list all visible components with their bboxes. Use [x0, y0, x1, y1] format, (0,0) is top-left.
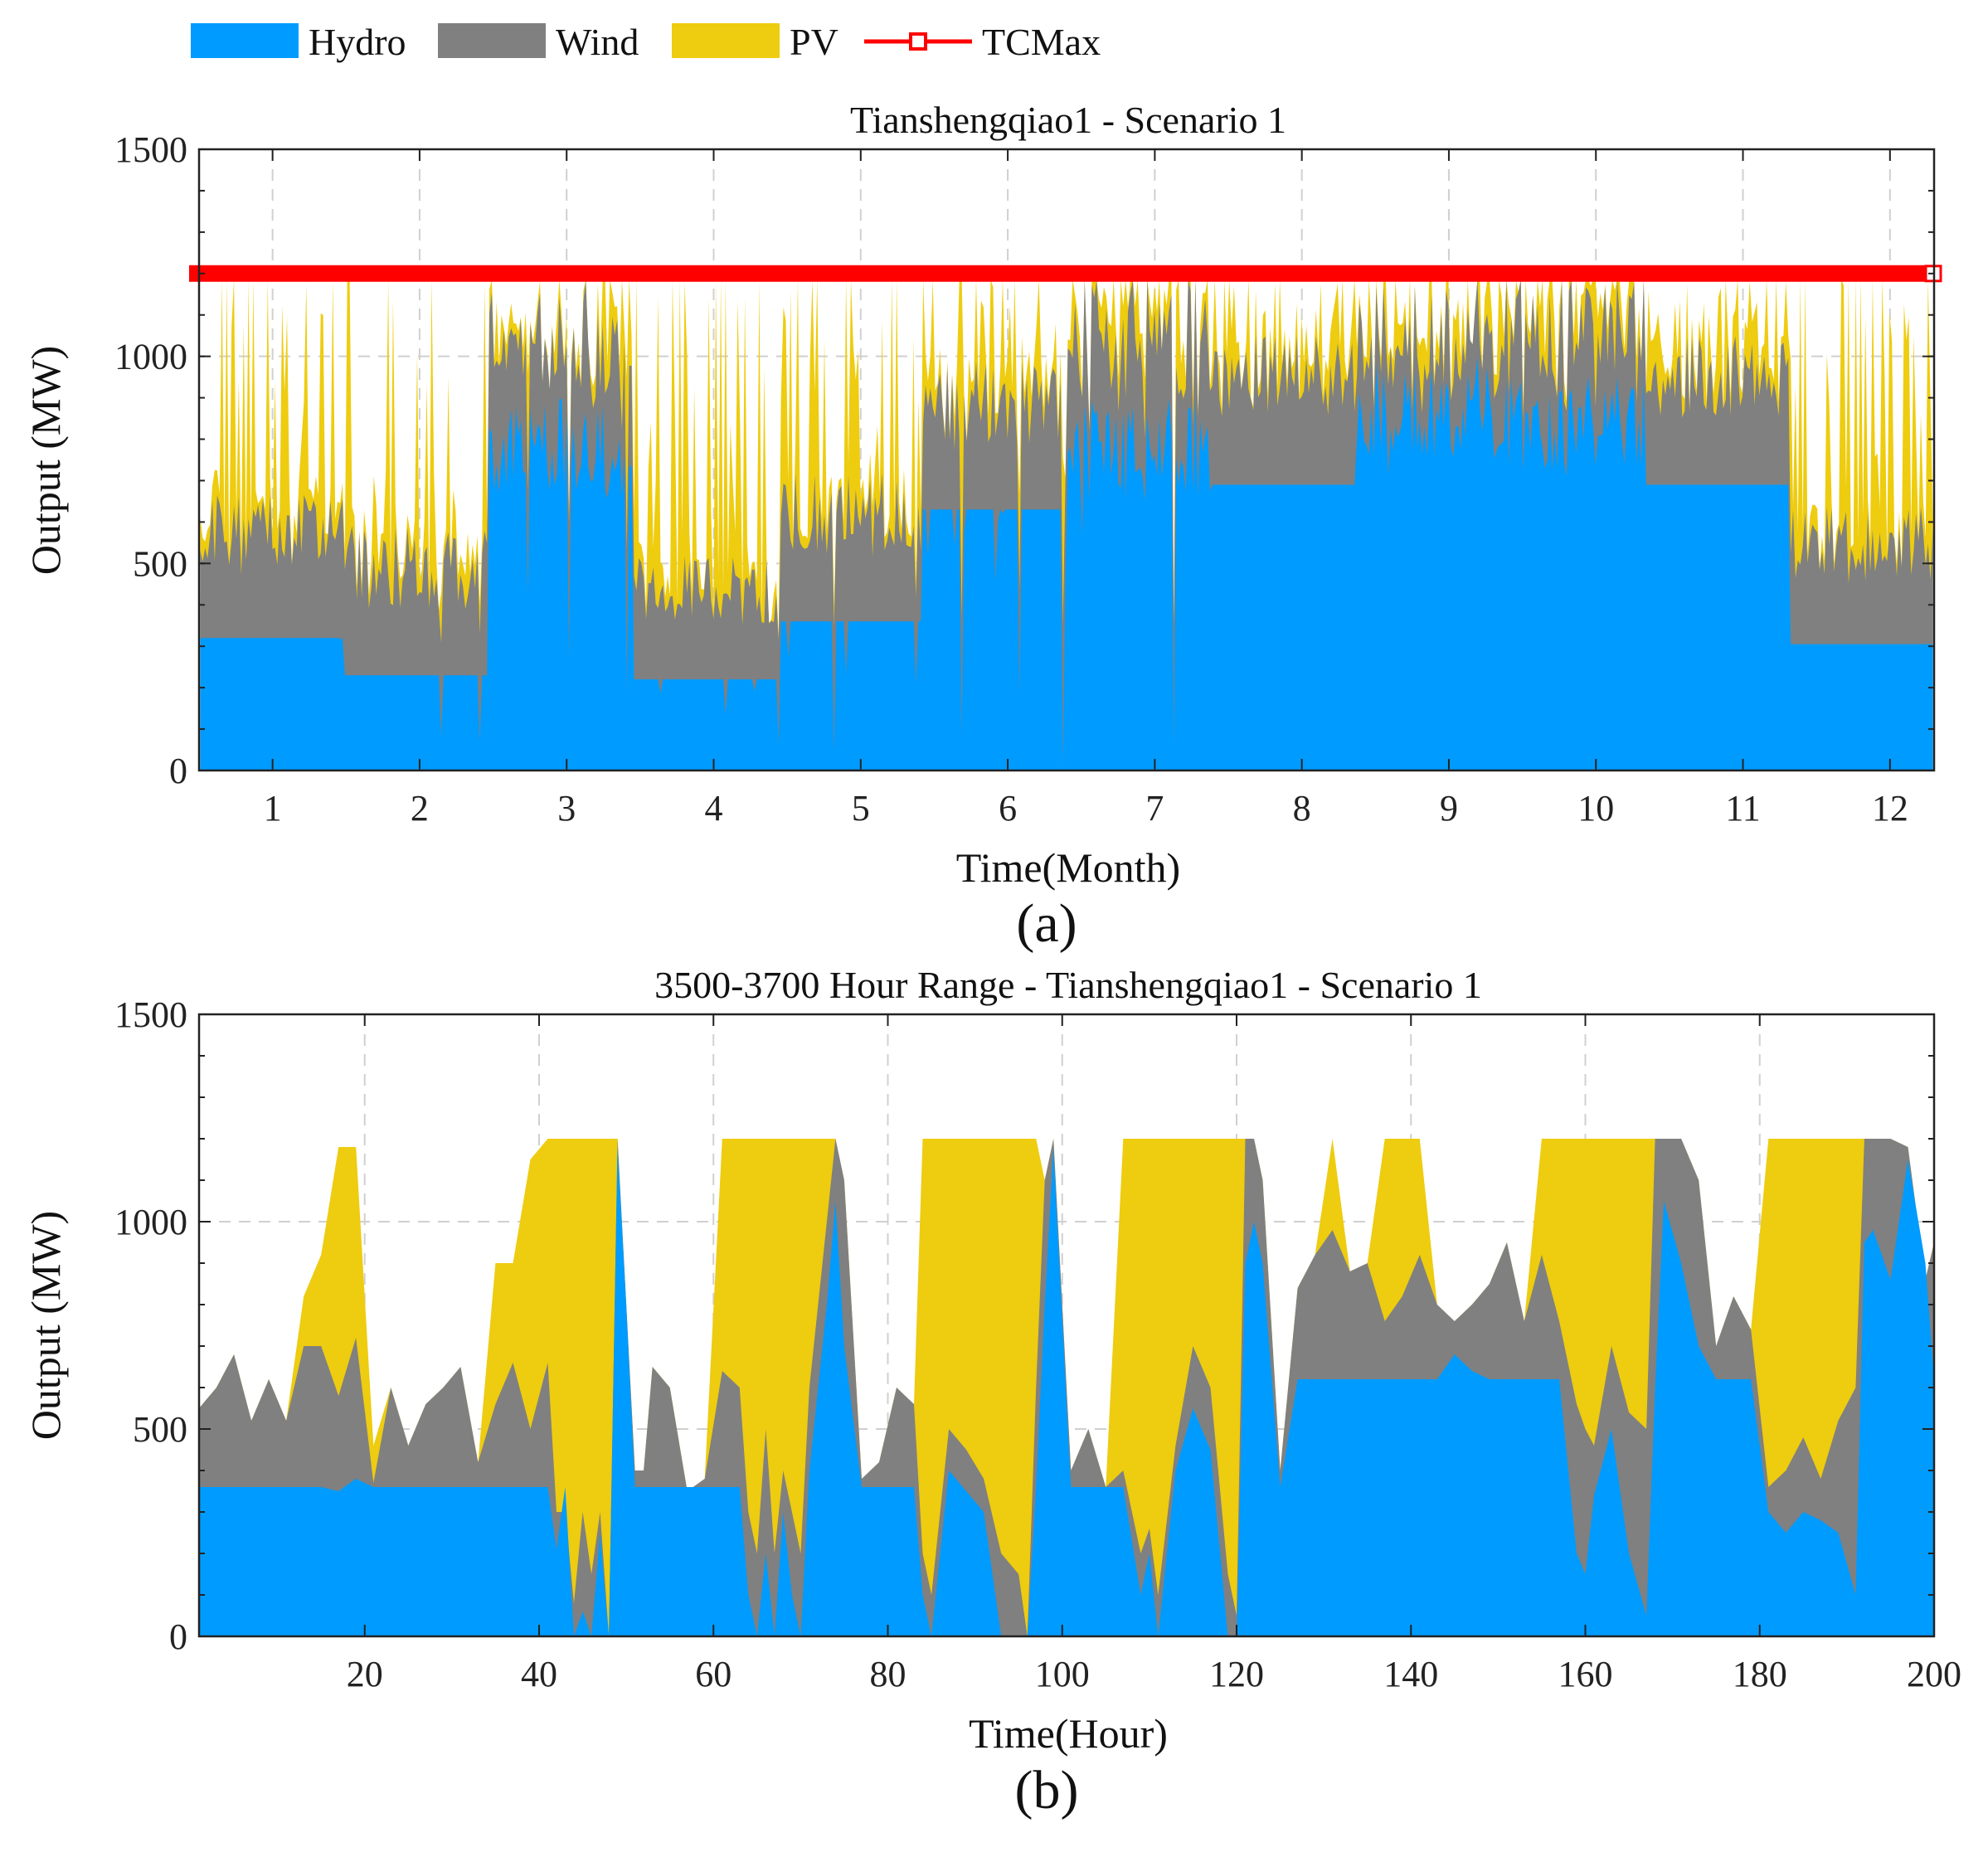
panel-b-ylabel: Output (MW) — [22, 1211, 69, 1440]
panel-a-title: Tianshengqiao1 - Scenario 1 — [850, 99, 1286, 141]
panel-b-xtick-label: 60 — [695, 1654, 732, 1694]
panel-b-frame — [197, 1013, 1936, 1638]
panel-a-frame — [197, 148, 1936, 772]
panel-a-xtick-label: 3 — [557, 788, 576, 829]
panel-a-xtick-label: 6 — [999, 788, 1017, 829]
panel-b-xtick-label: 80 — [869, 1654, 906, 1694]
panel-a-xtick-label: 8 — [1293, 788, 1311, 829]
panel-a-tcmax-line — [189, 265, 1942, 283]
legend-swatch-pv — [672, 23, 780, 58]
panel-b-xtick-label: 100 — [1035, 1654, 1090, 1694]
panel-a-xtick-label: 4 — [705, 788, 723, 829]
panel-b-xtick-label: 180 — [1733, 1654, 1787, 1694]
panel-b: 3500-3700 Hour Range - Tianshengqiao1 - … — [22, 964, 1961, 1820]
legend-swatch-wind — [438, 23, 546, 58]
panel-a-xtick-label: 12 — [1872, 788, 1908, 829]
panel-a-ytick-label: 0 — [169, 751, 187, 791]
panel-a-ytick-label: 1500 — [114, 129, 187, 170]
panel-a-xtick-label: 2 — [411, 788, 429, 829]
panel-a-label: (a) — [1016, 893, 1077, 954]
panel-a: Tianshengqiao1 - Scenario 1 1 2 3 4 5 6 7 8 9 10 1… — [22, 99, 1942, 954]
panel-a-area-hydro — [200, 357, 1933, 770]
panel-b-ticks: 20 40 60 80 100 120 140 160 180 200 0 500 1000 1500 — [114, 994, 1961, 1694]
panel-a-xtick-label: 11 — [1725, 788, 1760, 829]
panel-b-xtick-label: 120 — [1209, 1654, 1264, 1694]
panel-a-xlabel: Time(Month) — [956, 844, 1180, 891]
panel-a-ytick-label: 500 — [133, 543, 187, 584]
panel-b-label: (b) — [1015, 1760, 1079, 1820]
panel-b-title: 3500-3700 Hour Range - Tianshengqiao1 - … — [654, 964, 1482, 1006]
panel-a-ytick-label: 1000 — [114, 337, 187, 377]
panel-b-xtick-label: 40 — [521, 1654, 557, 1694]
panel-a-xtick-label: 1 — [264, 788, 282, 829]
panel-a-xtick-label: 10 — [1577, 788, 1614, 829]
legend-label-tcmax: TCMax — [982, 21, 1101, 63]
panel-a-ylabel: Output (MW) — [22, 346, 69, 575]
legend-swatch-hydro — [191, 23, 299, 58]
panel-a-xtick-label: 9 — [1440, 788, 1458, 829]
legend-label-hydro: Hydro — [309, 21, 406, 63]
panel-b-xtick-label: 200 — [1907, 1654, 1961, 1694]
panel-b-ytick-label: 500 — [133, 1409, 187, 1450]
legend-label-wind: Wind — [556, 21, 639, 63]
panel-b-xlabel: Time(Hour) — [969, 1710, 1168, 1757]
panel-b-area-hydro — [199, 1147, 1934, 1636]
legend: Hydro Wind PV TCMax — [191, 21, 1101, 63]
panel-b-areas — [199, 1139, 1934, 1636]
legend-label-pv: PV — [790, 21, 838, 63]
legend-marker-tcmax — [909, 32, 927, 51]
panel-b-ytick-label: 1500 — [114, 994, 187, 1035]
panel-a-xtick-label: 5 — [852, 788, 870, 829]
panel-b-xtick-label: 140 — [1383, 1654, 1438, 1694]
panel-b-ytick-label: 0 — [169, 1616, 187, 1657]
panel-b-ytick-label: 1000 — [114, 1202, 187, 1242]
panel-b-xtick-label: 20 — [347, 1654, 383, 1694]
panel-b-xtick-label: 160 — [1558, 1654, 1612, 1694]
panel-a-xtick-label: 7 — [1145, 788, 1164, 829]
panel-a-areas — [200, 280, 1933, 770]
